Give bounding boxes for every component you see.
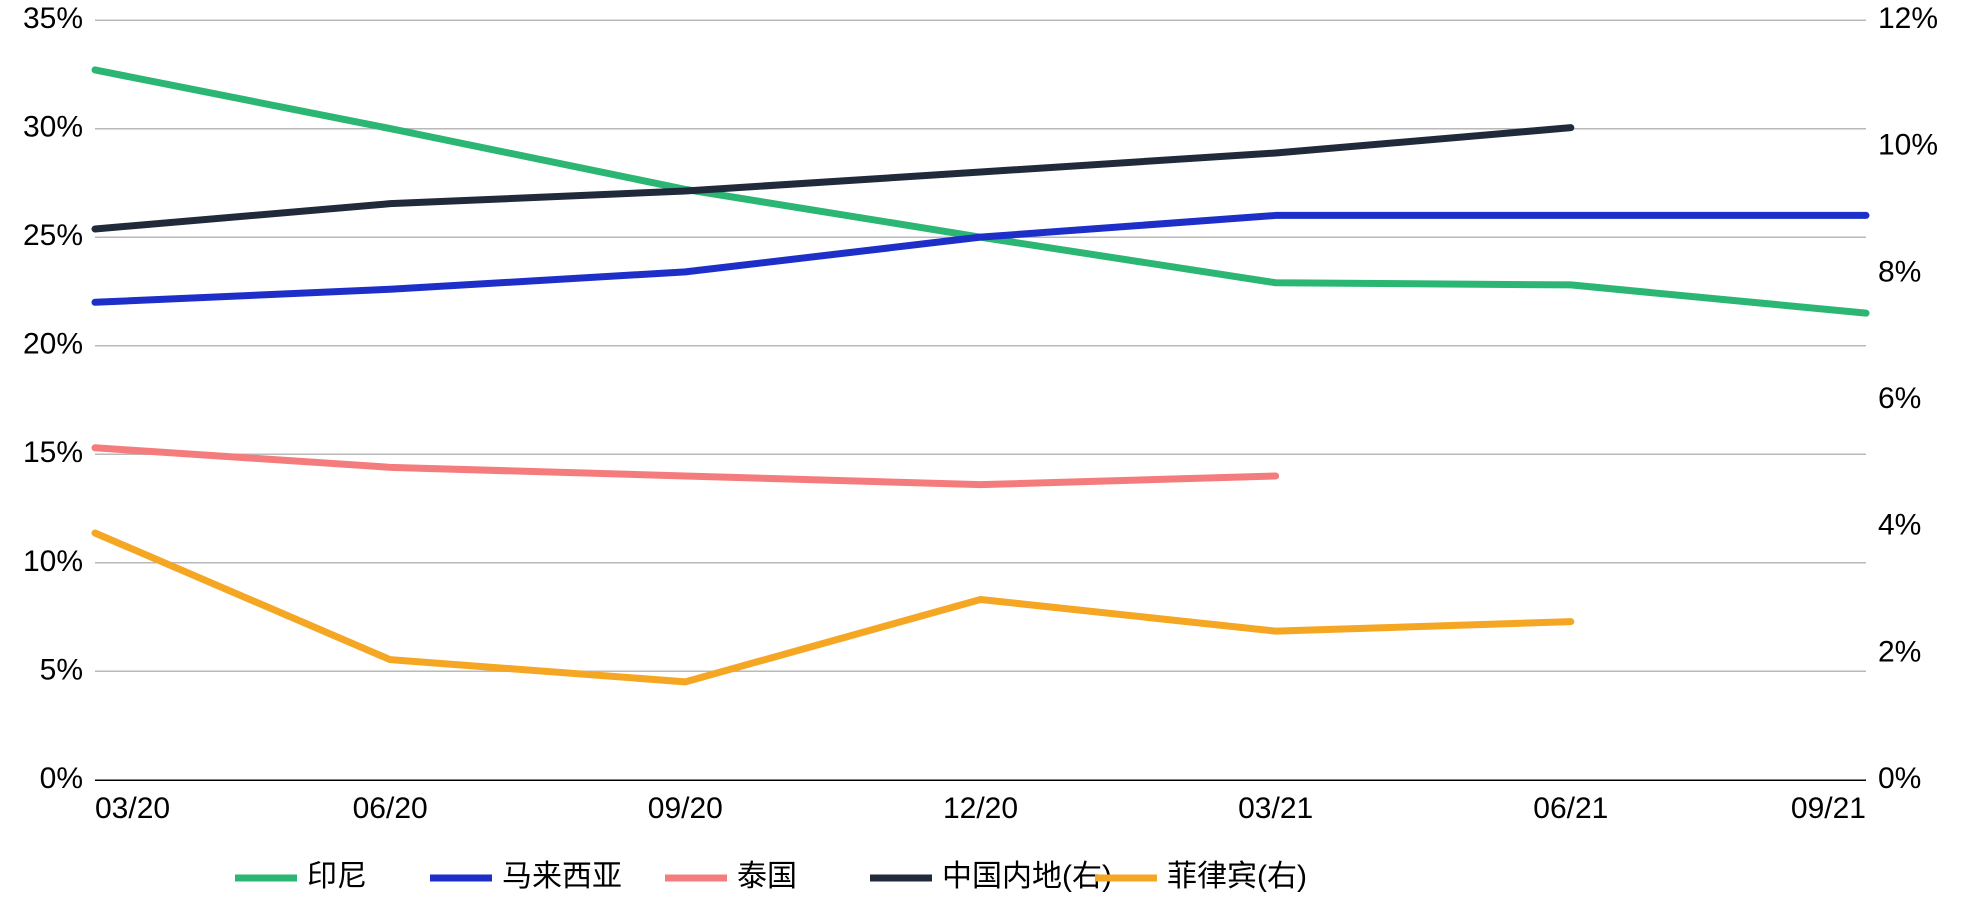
x-tick-label: 06/20	[353, 792, 428, 825]
legend-label: 马来西亚	[502, 860, 622, 893]
y-left-tick-label: 5%	[40, 653, 83, 686]
y-right-tick-label: 2%	[1878, 635, 1921, 668]
legend-label: 中国内地(右)	[942, 860, 1112, 893]
y-right-tick-label: 4%	[1878, 509, 1921, 542]
y-left-tick-label: 30%	[23, 110, 83, 143]
y-right-tick-label: 0%	[1878, 762, 1921, 795]
y-left-tick-label: 35%	[23, 2, 83, 35]
x-tick-label: 09/21	[1791, 792, 1866, 825]
y-right-tick-label: 12%	[1878, 2, 1938, 35]
x-tick-label: 09/20	[648, 792, 723, 825]
x-tick-label: 03/20	[95, 792, 170, 825]
line-chart: 0% 5% 10% 15% 20% 25% 30% 35% 0% 2% 4% 6% 8% 10% 12% 03…	[0, 0, 1961, 922]
chart-svg: 0% 5% 10% 15% 20% 25% 30% 35% 0% 2% 4% 6% 8% 10% 12% 03…	[0, 0, 1961, 922]
x-tick-label: 12/20	[943, 792, 1018, 825]
x-tick-label: 03/21	[1238, 792, 1313, 825]
y-left-tick-label: 15%	[23, 436, 83, 469]
y-left-tick-label: 10%	[23, 545, 83, 578]
x-axis: 03/20 06/20 09/20 12/20 03/21 06/21 09/21	[95, 792, 1866, 825]
y-left-tick-label: 0%	[40, 762, 83, 795]
legend-label: 印尼	[307, 860, 367, 893]
x-tick-label: 06/21	[1533, 792, 1608, 825]
legend-label: 菲律宾(右)	[1167, 860, 1307, 893]
y-right-tick-label: 6%	[1878, 382, 1921, 415]
legend-label: 泰国	[737, 860, 797, 893]
y-right-tick-label: 10%	[1878, 129, 1938, 162]
y-left-tick-label: 20%	[23, 328, 83, 361]
y-right-tick-label: 8%	[1878, 255, 1921, 288]
y-left-tick-label: 25%	[23, 219, 83, 252]
